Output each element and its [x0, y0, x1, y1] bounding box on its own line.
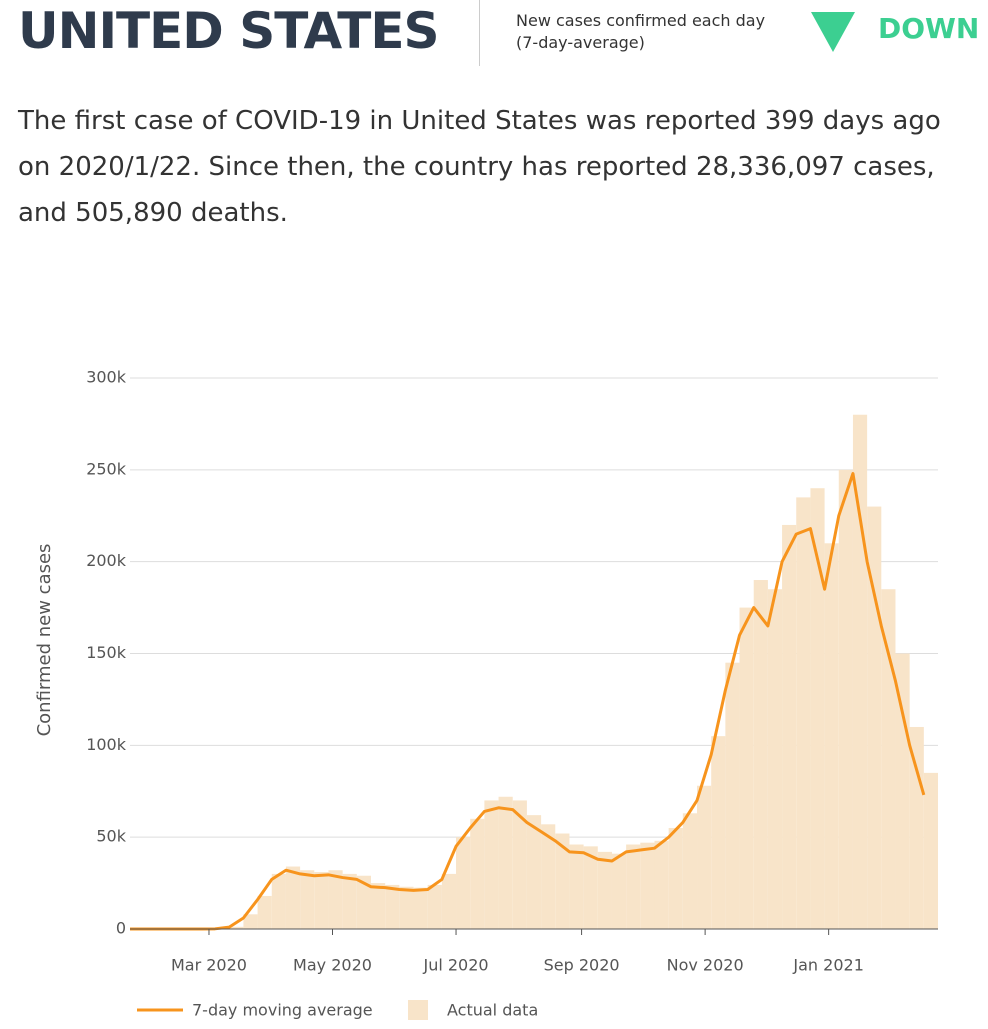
- bar: [512, 800, 527, 929]
- bar: [881, 589, 896, 929]
- bar: [668, 827, 683, 929]
- bar: [413, 887, 428, 929]
- bar: [470, 818, 485, 929]
- bar: [838, 469, 853, 929]
- bar: [441, 873, 457, 929]
- header: UNITED STATES New cases confirmed each d…: [18, 0, 980, 70]
- y-tick-label: 0: [116, 919, 126, 938]
- bar: [555, 833, 570, 929]
- y-tick-label: 300k: [86, 368, 127, 387]
- title: UNITED STATES: [18, 2, 440, 60]
- bar: [257, 895, 272, 929]
- summary: The first case of COVID-19 in United Sta…: [18, 106, 941, 228]
- bar: [626, 844, 641, 929]
- bar: [640, 842, 655, 929]
- bar: [271, 873, 286, 929]
- legend-swatch: [408, 1000, 428, 1020]
- bar: [725, 662, 740, 929]
- bar: [923, 772, 938, 929]
- bar: [909, 726, 924, 929]
- bar: [583, 846, 598, 929]
- bar: [328, 870, 343, 929]
- bar: [867, 506, 882, 929]
- y-tick-label: 250k: [86, 459, 127, 478]
- bar: [427, 884, 442, 929]
- bar: [229, 926, 244, 929]
- bar: [682, 813, 698, 929]
- x-tick-label: Jan 2021: [792, 956, 863, 975]
- y-tick-label: 50k: [96, 827, 126, 846]
- bar: [456, 837, 471, 929]
- trend: DOWN: [878, 12, 980, 45]
- x-tick-label: Jul 2020: [422, 956, 488, 975]
- bar: [526, 815, 542, 929]
- bar: [399, 886, 414, 929]
- bar: [852, 414, 868, 929]
- bar: [753, 580, 768, 929]
- bar: [300, 870, 315, 929]
- x-tick-label: Mar 2020: [171, 956, 247, 975]
- y-axis-label: Confirmed new cases: [34, 544, 55, 737]
- divider: [479, 0, 480, 66]
- bar: [342, 873, 357, 929]
- indicator-label: New cases confirmed each day (7-day-aver…: [516, 11, 766, 52]
- bar: [285, 866, 301, 929]
- bar: [484, 800, 499, 929]
- bar: [739, 607, 754, 929]
- bar: [654, 840, 669, 929]
- bar: [385, 884, 400, 929]
- legend-label: Actual data: [447, 1001, 538, 1020]
- bar: [314, 872, 329, 929]
- bar: [597, 851, 612, 929]
- bar: [824, 543, 839, 929]
- bar: [810, 488, 825, 929]
- line: [130, 472, 926, 931]
- x-tick-label: Nov 2020: [667, 956, 744, 975]
- bar: [370, 883, 386, 929]
- legend-label: 7-day moving average: [192, 1001, 373, 1020]
- bar: [796, 497, 811, 929]
- bar: [711, 736, 726, 929]
- bar: [356, 875, 371, 929]
- y-tick-label: 100k: [86, 735, 127, 754]
- bar: [782, 524, 797, 929]
- bar: [541, 824, 556, 929]
- bar: [697, 785, 712, 929]
- y-tick-label: 200k: [86, 551, 127, 570]
- y-tick-label: 150k: [86, 643, 127, 662]
- bar: [569, 844, 584, 929]
- bar: [767, 589, 783, 929]
- bar: [498, 796, 513, 929]
- bar: [243, 914, 258, 929]
- trend-icon: [811, 12, 855, 52]
- x-tick-label: May 2020: [293, 956, 372, 975]
- bar: [895, 653, 910, 929]
- bar: [611, 853, 627, 929]
- x-tick-label: Sep 2020: [544, 956, 620, 975]
